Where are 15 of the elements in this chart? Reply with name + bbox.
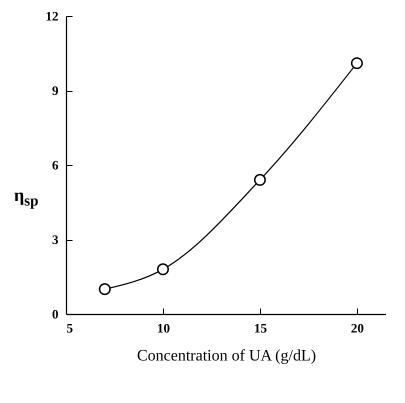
- y-tick-label: 0: [52, 306, 58, 322]
- point: [350, 57, 363, 70]
- point: [156, 263, 169, 276]
- x-axis-title: Concentration of UA (g/dL): [136, 348, 316, 364]
- point: [254, 174, 266, 186]
- y-axis-title: η$_{sp}$: [14, 185, 38, 211]
- x-tick-label: 15: [254, 320, 268, 336]
- x-tick-label: 10: [156, 320, 170, 336]
- x-tick-label: 5: [66, 320, 74, 336]
- y-tick-label: 9: [52, 83, 59, 98]
- y-tick-label: 6: [52, 158, 59, 172]
- point: [98, 283, 111, 296]
- y-tick-label: 3: [52, 232, 59, 247]
- x-tick-label: 20: [350, 320, 364, 336]
- y-tick-label: 12: [46, 8, 58, 24]
